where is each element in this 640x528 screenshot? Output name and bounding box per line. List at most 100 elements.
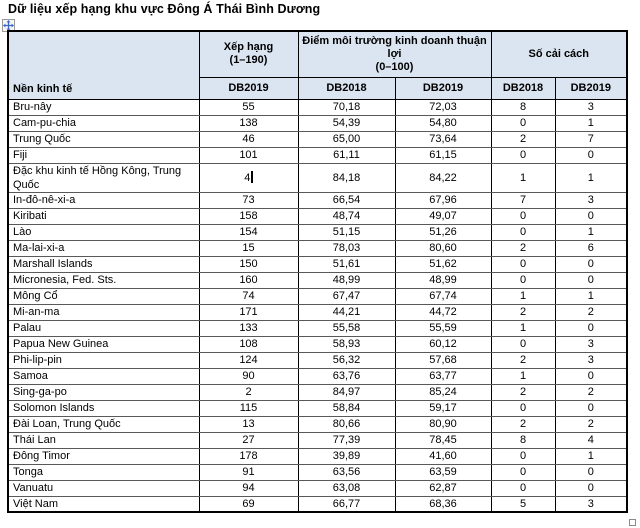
score-db2018-cell[interactable]: 39,89 — [297, 447, 396, 465]
reforms-db2019-cell[interactable]: 1 — [554, 447, 628, 465]
reforms-db2018-cell[interactable]: 0 — [490, 479, 556, 497]
economy-cell[interactable]: Phi-lip-pin — [7, 351, 200, 369]
score-db2019-cell[interactable]: 63,77 — [394, 367, 492, 385]
header-score[interactable]: Điểm môi trường kinh doanh thuận lợi (0–… — [297, 30, 492, 78]
reforms-db2019-cell[interactable]: 2 — [554, 415, 628, 433]
economy-cell[interactable]: Mông Cổ — [7, 287, 200, 305]
score-db2018-cell[interactable]: 56,32 — [297, 351, 396, 369]
rank-cell[interactable]: 171 — [198, 303, 299, 321]
rank-cell[interactable]: 158 — [198, 207, 299, 225]
score-db2018-cell[interactable]: 84,97 — [297, 383, 396, 401]
economy-cell[interactable]: Cam-pu-chia — [7, 114, 200, 132]
reforms-db2018-cell[interactable]: 0 — [490, 255, 556, 273]
rank-cell[interactable]: 69 — [198, 495, 299, 513]
score-db2018-cell[interactable]: 44,21 — [297, 303, 396, 321]
economy-cell[interactable]: Vanuatu — [7, 479, 200, 497]
economy-cell[interactable]: Mi-an-ma — [7, 303, 200, 321]
economy-cell[interactable]: Samoa — [7, 367, 200, 385]
score-db2019-cell[interactable]: 51,62 — [394, 255, 492, 273]
reforms-db2019-cell[interactable]: 0 — [554, 479, 628, 497]
economy-cell[interactable]: Marshall Islands — [7, 255, 200, 273]
score-db2018-cell[interactable]: 51,61 — [297, 255, 396, 273]
document-title[interactable]: Dữ liệu xếp hạng khu vực Đông Á Thái Bìn… — [8, 2, 321, 16]
economy-cell[interactable]: Sing-ga-po — [7, 383, 200, 401]
rank-cell[interactable]: 178 — [198, 447, 299, 465]
economy-cell[interactable]: Kiribati — [7, 207, 200, 225]
score-db2018-cell[interactable]: 63,76 — [297, 367, 396, 385]
economy-cell[interactable]: Bru-nây — [7, 98, 200, 116]
rank-cell[interactable]: 91 — [198, 463, 299, 481]
economy-cell[interactable]: Solomon Islands — [7, 399, 200, 417]
score-db2018-cell[interactable]: 70,18 — [297, 98, 396, 116]
rank-cell[interactable]: 27 — [198, 431, 299, 449]
rank-cell[interactable]: 138 — [198, 114, 299, 132]
subheader-score-db2018[interactable]: DB2018 — [297, 76, 396, 100]
score-db2018-cell[interactable]: 63,08 — [297, 479, 396, 497]
score-db2019-cell[interactable]: 41,60 — [394, 447, 492, 465]
economy-cell[interactable]: Đông Timor — [7, 447, 200, 465]
economy-cell[interactable]: Micronesia, Fed. Sts. — [7, 271, 200, 289]
header-rank[interactable]: Xếp hạng (1–190) — [198, 30, 299, 78]
score-db2019-cell[interactable]: 84,22 — [394, 162, 492, 193]
score-db2018-cell[interactable]: 55,58 — [297, 319, 396, 337]
score-db2019-cell[interactable]: 67,74 — [394, 287, 492, 305]
score-db2019-cell[interactable]: 54,80 — [394, 114, 492, 132]
economy-cell[interactable]: Tonga — [7, 463, 200, 481]
reforms-db2019-cell[interactable]: 0 — [554, 146, 628, 164]
reforms-db2019-cell[interactable]: 3 — [554, 191, 628, 209]
score-db2018-cell[interactable]: 48,99 — [297, 271, 396, 289]
rank-cell[interactable]: 94 — [198, 479, 299, 497]
economy-cell[interactable]: Fiji — [7, 146, 200, 164]
score-db2019-cell[interactable]: 48,99 — [394, 271, 492, 289]
reforms-db2018-cell[interactable]: 1 — [490, 319, 556, 337]
rank-cell[interactable]: 73 — [198, 191, 299, 209]
reforms-db2018-cell[interactable]: 0 — [490, 335, 556, 353]
score-db2018-cell[interactable]: 80,66 — [297, 415, 396, 433]
rank-cell[interactable]: 101 — [198, 146, 299, 164]
score-db2018-cell[interactable]: 48,74 — [297, 207, 396, 225]
score-db2019-cell[interactable]: 80,90 — [394, 415, 492, 433]
score-db2019-cell[interactable]: 80,60 — [394, 239, 492, 257]
reforms-db2018-cell[interactable]: 0 — [490, 223, 556, 241]
reforms-db2018-cell[interactable]: 2 — [490, 130, 556, 148]
rank-cell[interactable]: 74 — [198, 287, 299, 305]
reforms-db2019-cell[interactable]: 1 — [554, 223, 628, 241]
reforms-db2019-cell[interactable]: 0 — [554, 271, 628, 289]
reforms-db2018-cell[interactable]: 8 — [490, 431, 556, 449]
score-db2019-cell[interactable]: 68,36 — [394, 495, 492, 513]
score-db2018-cell[interactable]: 84,18 — [297, 162, 396, 193]
score-db2019-cell[interactable]: 85,24 — [394, 383, 492, 401]
rank-cell[interactable]: 124 — [198, 351, 299, 369]
score-db2019-cell[interactable]: 73,64 — [394, 130, 492, 148]
reforms-db2018-cell[interactable]: 1 — [490, 287, 556, 305]
reforms-db2019-cell[interactable]: 4 — [554, 431, 628, 449]
reforms-db2019-cell[interactable]: 1 — [554, 114, 628, 132]
economy-cell[interactable]: In-đô-nê-xi-a — [7, 191, 200, 209]
rank-cell[interactable]: 2 — [198, 383, 299, 401]
score-db2018-cell[interactable]: 63,56 — [297, 463, 396, 481]
economy-cell[interactable]: Việt Nam — [7, 495, 200, 513]
reforms-db2019-cell[interactable]: 7 — [554, 130, 628, 148]
header-economy[interactable]: Nền kinh tế — [7, 30, 200, 100]
header-reforms[interactable]: Số cải cách — [490, 30, 628, 78]
reforms-db2018-cell[interactable]: 1 — [490, 162, 556, 193]
rank-cell[interactable]: 13 — [198, 415, 299, 433]
reforms-db2018-cell[interactable]: 1 — [490, 367, 556, 385]
economy-cell[interactable]: Lào — [7, 223, 200, 241]
score-db2018-cell[interactable]: 51,15 — [297, 223, 396, 241]
rank-cell[interactable]: 108 — [198, 335, 299, 353]
score-db2018-cell[interactable]: 67,47 — [297, 287, 396, 305]
rank-cell[interactable]: 133 — [198, 319, 299, 337]
score-db2018-cell[interactable]: 66,54 — [297, 191, 396, 209]
score-db2019-cell[interactable]: 72,03 — [394, 98, 492, 116]
score-db2019-cell[interactable]: 57,68 — [394, 351, 492, 369]
reforms-db2019-cell[interactable]: 6 — [554, 239, 628, 257]
rank-cell[interactable]: 90 — [198, 367, 299, 385]
reforms-db2018-cell[interactable]: 0 — [490, 271, 556, 289]
economy-cell[interactable]: Đài Loan, Trung Quốc — [7, 415, 200, 433]
rank-cell[interactable]: 154 — [198, 223, 299, 241]
score-db2019-cell[interactable]: 60,12 — [394, 335, 492, 353]
reforms-db2018-cell[interactable]: 0 — [490, 399, 556, 417]
reforms-db2018-cell[interactable]: 5 — [490, 495, 556, 513]
reforms-db2018-cell[interactable]: 0 — [490, 114, 556, 132]
